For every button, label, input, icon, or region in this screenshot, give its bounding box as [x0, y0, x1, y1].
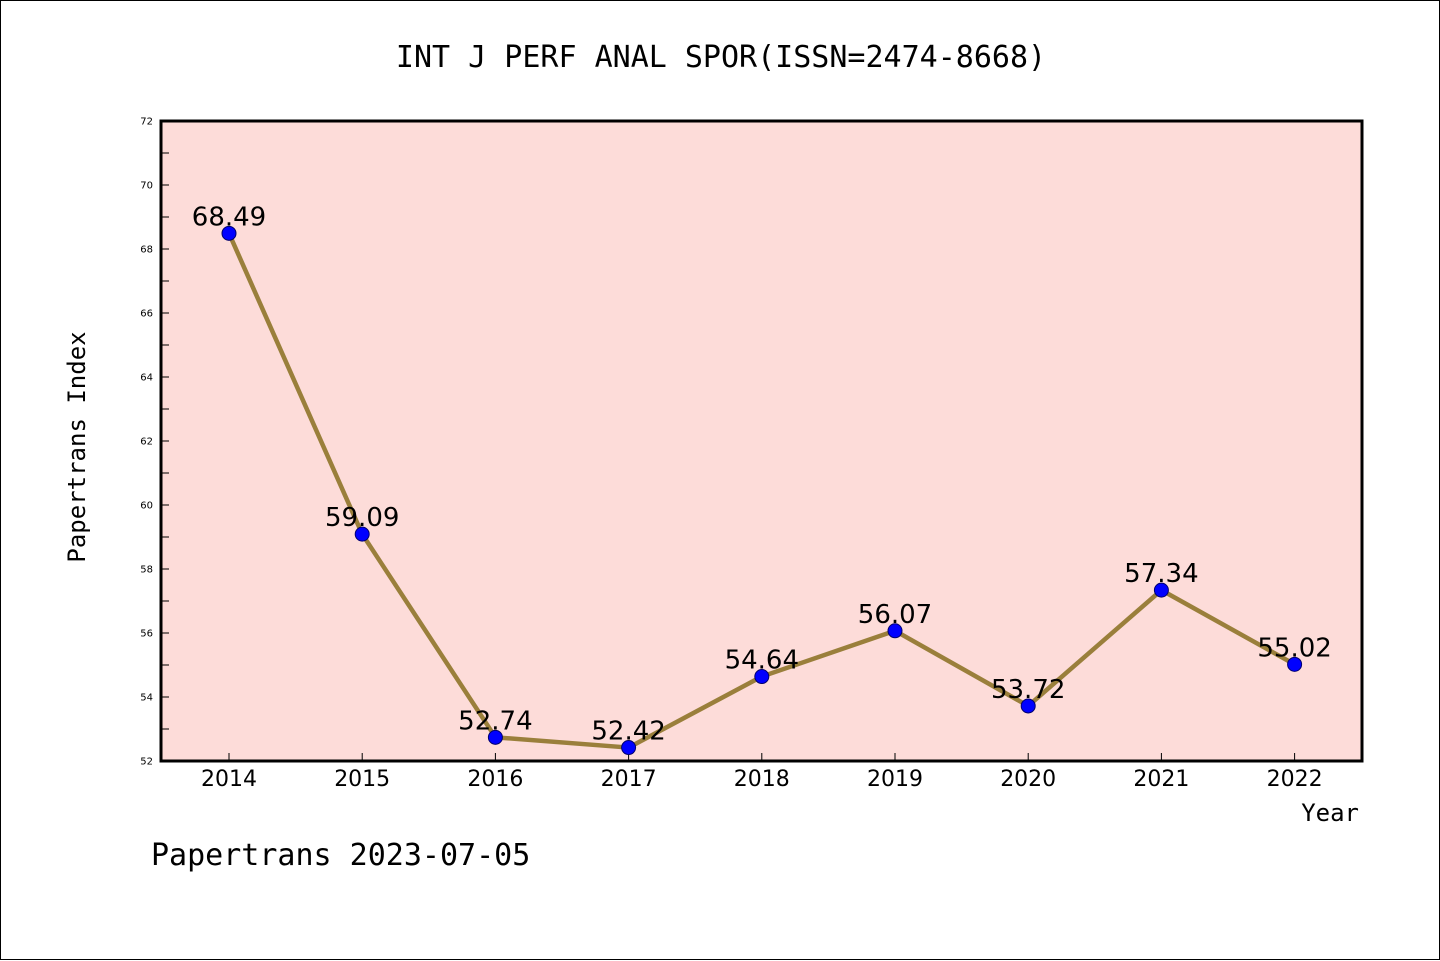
y-tick-label: 66 [140, 309, 153, 320]
y-axis-title: Papertrans Index [63, 331, 91, 562]
data-point [487, 729, 503, 745]
series-group [221, 225, 1303, 756]
data-point [1287, 656, 1303, 672]
data-point [887, 623, 903, 639]
x-axis: 2014 2015 2016 2017 2018 2019 2020 2021 2022 [201, 753, 1323, 792]
y-tick-label: 56 [140, 629, 153, 640]
x-tick-label: 2015 [334, 767, 390, 792]
footer-date: Papertrans 2023-07-05 [151, 838, 530, 873]
data-label: 52.74 [458, 706, 532, 736]
x-tick-label: 2019 [867, 767, 923, 792]
y-tick-label: 64 [140, 373, 153, 384]
y-tick-label: 62 [140, 437, 153, 448]
plot-border [159, 119, 1364, 763]
data-point [1020, 698, 1036, 714]
x-tick-label: 2022 [1267, 767, 1323, 792]
data-label: 59.09 [325, 503, 399, 533]
x-tick-label: 2016 [467, 767, 523, 792]
plot-area [161, 121, 1362, 761]
data-point [221, 225, 237, 241]
x-tick-label: 2021 [1133, 767, 1189, 792]
x-axis-title: Year [1301, 799, 1359, 827]
y-tick-label: 60 [140, 501, 153, 512]
data-label: 54.64 [725, 646, 799, 676]
x-tick-label: 2014 [201, 767, 257, 792]
data-label: 55.02 [1257, 633, 1331, 663]
y-tick-label: 72 [140, 117, 153, 128]
data-point [621, 740, 637, 756]
data-label: 52.42 [591, 717, 665, 747]
data-label: 68.49 [192, 202, 266, 232]
data-label: 53.72 [991, 675, 1065, 705]
x-tick-label: 2017 [601, 767, 657, 792]
y-tick-label: 68 [140, 245, 153, 256]
chart-title: INT J PERF ANAL SPOR(ISSN=2474-8668) [396, 40, 1046, 75]
y-tick-label: 54 [140, 693, 153, 704]
y-tick-label: 70 [140, 181, 153, 192]
x-tick-label: 2020 [1000, 767, 1056, 792]
data-point [354, 526, 370, 542]
y-tick-label: 52 [140, 757, 153, 768]
data-labels-group: 68.49 59.09 52.74 52.42 54.64 56.07 53.72 57.34… [192, 202, 1332, 746]
data-label: 57.34 [1124, 559, 1198, 589]
x-tick-label: 2018 [734, 767, 790, 792]
data-label: 56.07 [858, 600, 932, 630]
data-point [1153, 582, 1169, 598]
data-point [754, 669, 770, 685]
y-tick-label: 58 [140, 565, 153, 576]
